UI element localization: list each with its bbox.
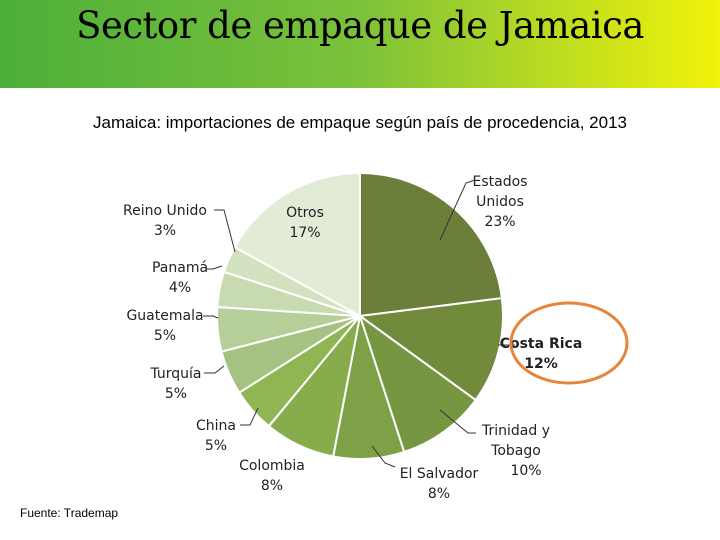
source-note: Fuente: Trademap [20, 506, 119, 520]
costa-rica-highlight-ring [509, 301, 629, 385]
label-panama: Panamá 4% [152, 260, 208, 296]
leader-line-1 [439, 179, 476, 241]
chart-title: Jamaica: importaciones de empaque según … [93, 113, 627, 132]
pie-slice-costa-rica [357, 296, 504, 402]
leader-line-6 [203, 315, 219, 319]
label-colombia: Colombia 8% [239, 458, 305, 494]
label-turquia: Turquía 5% [149, 366, 201, 402]
leader-line-5 [206, 265, 223, 270]
label-guatemala: Guatemala 5% [126, 308, 203, 344]
label-reino-unido: Reino Unido 3% [123, 203, 207, 239]
pie-slices [216, 171, 504, 460]
leader-line-8 [240, 407, 259, 426]
leader-line-4 [371, 445, 396, 468]
leader-line-7 [204, 365, 225, 374]
label-trinidad: Trinidad y Tobago 10% [481, 423, 550, 479]
leader-lines [203, 179, 515, 468]
label-estados-unidos: Estados Unidos 23% [473, 174, 528, 230]
title-banner: Sector de empaque de Jamaica [0, 0, 720, 88]
label-china: China 5% [196, 418, 236, 454]
label-el-salvador: El Salvador 8% [400, 466, 479, 502]
pie-slice-trinidad-y-tobago [358, 313, 478, 454]
label-otros: Otros 17% [286, 205, 324, 241]
leader-line-3 [439, 409, 476, 434]
leader-line-9 [214, 209, 236, 253]
label-costa-rica: Costa Rica 12% [500, 336, 583, 372]
page-title: Sector de empaque de Jamaica [76, 4, 644, 47]
pie-slice-otros [233, 171, 361, 318]
